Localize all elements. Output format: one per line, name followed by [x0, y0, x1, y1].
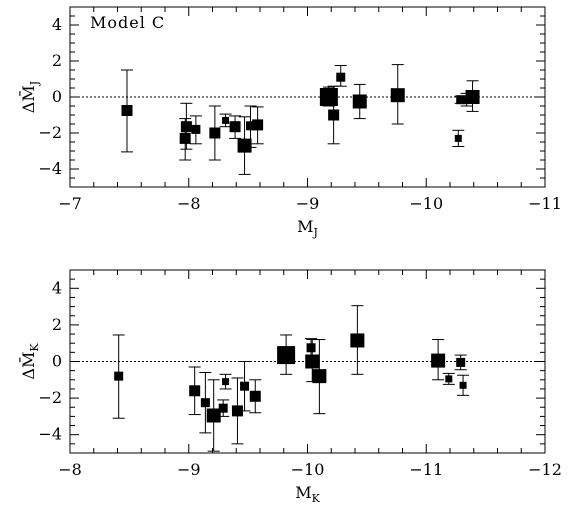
x-tick-label: −12 — [528, 460, 562, 479]
data-point — [456, 357, 466, 367]
y-tick-label: −2 — [38, 123, 62, 142]
y-tick-label: 2 — [52, 51, 62, 70]
data-point — [319, 88, 338, 106]
y-tick-label: 0 — [52, 87, 62, 106]
x-axis-label: MJ — [297, 217, 318, 239]
y-tick-label: 2 — [52, 315, 62, 334]
panel-j-band: −7 −8 −9 −10 −11 −4 −2 0 2 4 MJ ΔM̄J Model C — [17, 6, 562, 239]
data-point — [114, 371, 124, 381]
data-point — [350, 333, 365, 348]
data-point — [231, 405, 243, 417]
data-point — [218, 403, 228, 413]
x-tick-label: −9 — [177, 460, 201, 479]
y-tick-label: −4 — [38, 159, 62, 178]
data-point — [191, 124, 201, 134]
data-point — [352, 94, 367, 109]
y-tick-label: 4 — [52, 15, 62, 34]
x-tick-label: −8 — [58, 460, 82, 479]
data-point — [249, 390, 261, 402]
data-point — [222, 116, 230, 124]
panel-k-band: −8 −9 −10 −11 −12 −4 −2 0 2 4 MK ΔM̄K — [17, 269, 562, 505]
x-axis-label: MK — [295, 483, 320, 505]
x-tick-label: −11 — [409, 460, 443, 479]
data-point — [240, 381, 250, 391]
data-point — [237, 138, 252, 153]
data-point — [312, 369, 327, 384]
y-axis-label: ΔM̄J — [17, 81, 41, 113]
data-point — [459, 381, 467, 389]
model-annotation: Model C — [90, 13, 165, 32]
data-point — [121, 105, 133, 116]
y-tick-label: −4 — [38, 425, 62, 444]
data-point — [246, 121, 255, 131]
data-point — [200, 398, 210, 408]
data-point — [390, 88, 405, 103]
data-point — [328, 109, 340, 121]
data-point — [336, 72, 346, 82]
x-tick-label: −9 — [296, 194, 320, 213]
y-tick-label: 0 — [52, 352, 62, 371]
x-tick-label: −8 — [177, 194, 201, 213]
data-point — [465, 90, 480, 104]
data-point — [209, 127, 221, 139]
data-point — [454, 134, 462, 142]
data-point — [229, 121, 241, 133]
data-point — [456, 95, 466, 105]
data-point — [252, 119, 264, 131]
y-tick-label: −2 — [38, 388, 62, 407]
data-point — [305, 354, 320, 369]
x-tick-label: −7 — [58, 194, 82, 213]
data-point — [189, 385, 201, 397]
data-point — [445, 375, 453, 383]
data-point — [306, 343, 316, 353]
data-point — [277, 346, 296, 365]
data-point — [180, 121, 192, 133]
x-tick-label: −10 — [409, 194, 443, 213]
data-point — [431, 353, 446, 368]
x-tick-label: −10 — [291, 460, 325, 479]
y-axis-label: ΔM̄K — [17, 343, 41, 380]
data-point — [179, 132, 191, 144]
data-point — [222, 378, 230, 386]
y-tick-label: 4 — [52, 278, 62, 297]
data-point — [206, 408, 221, 423]
x-tick-label: −11 — [528, 194, 562, 213]
